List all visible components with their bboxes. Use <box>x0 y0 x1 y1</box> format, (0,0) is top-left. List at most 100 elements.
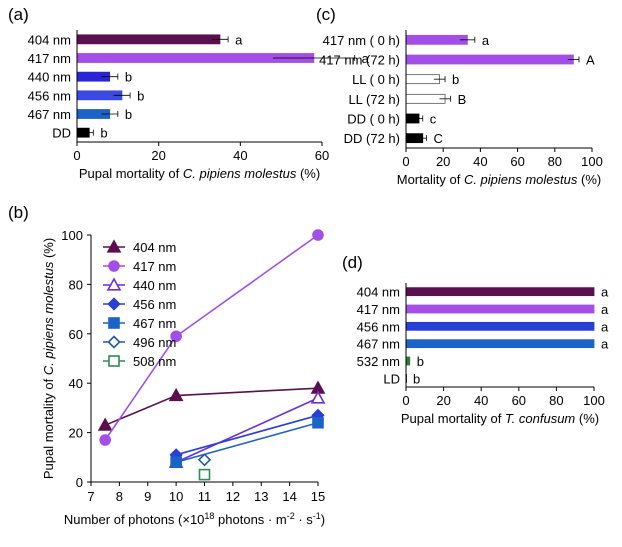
significance-letter: b <box>452 72 459 87</box>
category-label: LD <box>383 371 400 386</box>
category-label: 467 nm <box>28 107 71 122</box>
x-tick-label: 7 <box>87 489 94 504</box>
legend-label: 417 nm <box>133 259 176 274</box>
significance-letter: b <box>413 371 420 386</box>
x-tick-label: 40 <box>233 148 247 163</box>
y-tick-label: 40 <box>69 376 83 391</box>
bar <box>405 339 595 349</box>
x-tick-label: 9 <box>144 489 151 504</box>
x-axis-title: Pupal mortality of C. pipiens molestus (… <box>79 166 320 181</box>
x-axis-title-part: Pupal mortality of <box>401 411 505 426</box>
legend-label: 404 nm <box>133 240 176 255</box>
significance-letter: a <box>601 302 609 317</box>
bar <box>405 54 574 65</box>
significance-letter: b <box>417 354 424 369</box>
data-point <box>108 355 120 367</box>
category-label: 404 nm <box>28 32 71 47</box>
x-tick-label: 100 <box>581 154 603 169</box>
x-tick-label: 10 <box>169 489 183 504</box>
significance-letter: a <box>482 33 490 48</box>
x-axis-title-part: (%) <box>575 411 599 426</box>
category-label: 417 nm <box>28 51 71 66</box>
chart-a: 404 nm a 417 nm a 440 nm b 456 nm b 467 nm b DD b 0 2… <box>28 30 370 181</box>
series <box>168 390 326 468</box>
y-tick-label: 20 <box>69 426 83 441</box>
data-point <box>197 453 212 467</box>
x-tick-label: 0 <box>402 154 409 169</box>
bar <box>405 93 446 104</box>
series-line <box>175 414 319 456</box>
series-line <box>175 397 319 463</box>
data-point <box>108 260 120 272</box>
x-tick-label: 11 <box>198 489 212 504</box>
data-point <box>106 277 122 291</box>
significance-letter: a <box>601 337 609 352</box>
x-axis-title-part: Number of photons (×10 <box>64 512 205 527</box>
x-axis-title-part: (%) <box>577 172 601 187</box>
category-label: 404 nm <box>357 285 400 300</box>
category-label: 532 nm <box>357 354 400 369</box>
x-axis-title-part: -2 <box>287 511 295 521</box>
x-tick-label: 20 <box>436 154 450 169</box>
x-tick-label: 15 <box>311 489 325 504</box>
category-label: DD ( 0 h) <box>347 112 400 127</box>
bar <box>405 356 411 366</box>
significance-letter: a <box>601 319 609 334</box>
x-axis-title: Pupal mortality of T. confusum (%) <box>401 411 599 426</box>
y-tick-label: 0 <box>76 475 83 490</box>
x-tick-label: 60 <box>510 154 524 169</box>
chart-b: 0 20 40 60 80 100 7 8 9 10 11 12 13 14 15 Number of pho… <box>41 228 326 527</box>
data-point <box>97 417 113 431</box>
legend-label: 496 nm <box>133 335 176 350</box>
data-point <box>168 387 184 402</box>
series <box>197 453 212 467</box>
series-line <box>175 421 319 464</box>
bar <box>405 287 595 297</box>
panel-a: (a) <box>8 5 29 24</box>
significance-letter: a <box>235 32 243 47</box>
significance-letter: c <box>430 112 437 127</box>
x-tick-label: 60 <box>315 148 329 163</box>
x-axis-title-part: (%) <box>296 166 320 181</box>
y-axis-title-part: (%) <box>41 238 56 262</box>
significance-letter: b <box>137 88 144 103</box>
legend-label: 508 nm <box>133 354 176 369</box>
significance-letter: a <box>601 285 609 300</box>
x-axis-title-part: Pupal mortality of <box>79 166 183 181</box>
data-point <box>310 390 326 404</box>
category-label: LL ( 0 h) <box>352 72 400 87</box>
data-point <box>108 317 120 329</box>
significance-letter: C <box>433 131 442 146</box>
category-label: 417 nm ( 0 h) <box>323 33 400 48</box>
data-point <box>107 297 121 311</box>
x-tick-label: 100 <box>583 393 605 408</box>
legend-label: 456 nm <box>133 297 176 312</box>
bar <box>405 34 468 45</box>
data-point <box>312 416 324 429</box>
legend-label: 440 nm <box>133 278 176 293</box>
panel-a-label: (a) <box>8 5 29 24</box>
data-point <box>312 229 324 241</box>
y-tick-label: 100 <box>61 228 83 243</box>
category-label: 417 nm (72 h) <box>319 53 400 68</box>
x-tick-label: 0 <box>402 393 409 408</box>
series <box>169 408 325 462</box>
series <box>99 229 324 446</box>
x-tick-label: 80 <box>548 154 562 169</box>
bar <box>76 34 221 45</box>
category-label: 467 nm <box>357 337 400 352</box>
y-tick-label: 60 <box>69 327 83 342</box>
x-axis-title-part: -1 <box>313 511 321 521</box>
y-axis-title-part: Pupal mortality of <box>41 375 56 479</box>
significance-letter: B <box>458 92 467 107</box>
x-axis-title-part: T. confusum <box>505 411 576 426</box>
x-axis-title-part: Mortality of <box>397 172 464 187</box>
y-tick-label: 80 <box>69 277 83 292</box>
category-label: LL (72 h) <box>348 92 400 107</box>
category-label: 417 nm <box>357 302 400 317</box>
bar <box>405 304 595 314</box>
series <box>198 468 211 481</box>
x-axis-title: Number of photons (×1018 photons · m-2 ·… <box>64 511 325 527</box>
